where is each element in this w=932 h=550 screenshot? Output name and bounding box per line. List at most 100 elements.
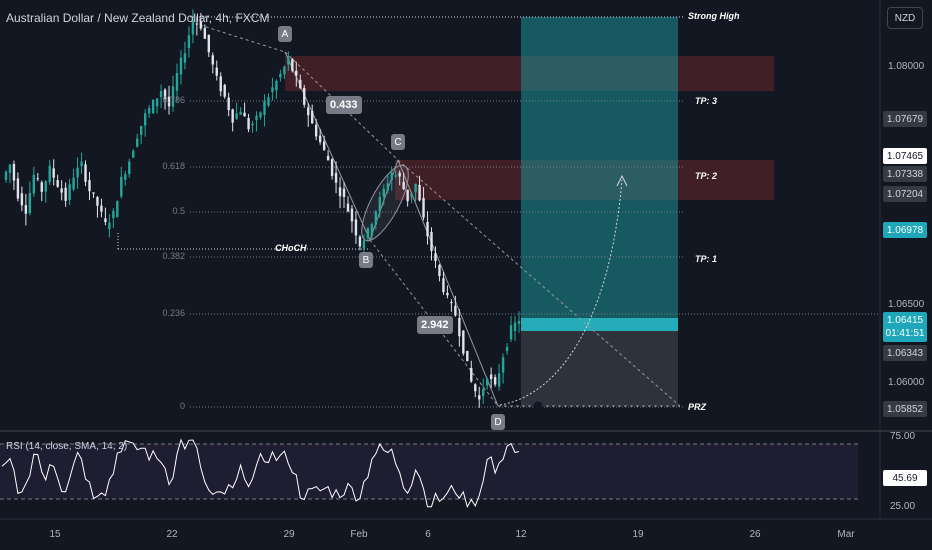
- price-label: 1.08000: [888, 61, 925, 72]
- candle-body: [8, 164, 12, 173]
- candle-body: [167, 96, 171, 107]
- date-label: 29: [283, 529, 295, 540]
- date-label: 12: [515, 529, 527, 540]
- candle-body: [44, 181, 47, 192]
- candle-body: [311, 111, 314, 124]
- candle-body: [175, 73, 179, 91]
- candle-body: [124, 174, 127, 180]
- candle-body: [287, 57, 290, 65]
- date-label: Feb: [350, 529, 368, 540]
- candle-body: [354, 219, 358, 236]
- candle-body: [370, 224, 374, 236]
- price-tag-crosshair: 1.07465: [883, 148, 927, 164]
- candle-body: [493, 377, 497, 385]
- candle-body: [68, 184, 71, 200]
- date-label: 26: [749, 529, 761, 540]
- date-label: 22: [166, 529, 178, 540]
- currency-button[interactable]: NZD: [887, 7, 923, 29]
- projection-arrow-icon: [616, 174, 628, 187]
- candle-body: [366, 228, 370, 238]
- candle-body: [132, 150, 135, 158]
- candle-body: [147, 108, 151, 114]
- rsi-title[interactable]: RSI (14, close, SMA, 14, 2): [6, 441, 128, 452]
- candle-body: [259, 112, 262, 118]
- fib-levels: [190, 100, 880, 408]
- entry-zone: [521, 318, 678, 331]
- candle-body: [4, 171, 8, 180]
- candle-body: [402, 181, 405, 190]
- candle-body: [219, 76, 222, 92]
- candle-body: [462, 330, 465, 354]
- candle-body: [307, 107, 310, 116]
- candle-body: [318, 135, 322, 143]
- choch-label: CHoCH: [275, 243, 307, 253]
- candle-body: [358, 236, 362, 247]
- candle-body: [48, 165, 51, 183]
- candle-body: [143, 113, 147, 126]
- stop-zone: [521, 331, 678, 406]
- point-c-label: C: [391, 134, 405, 150]
- candle-body: [151, 99, 155, 114]
- fib-label: 0: [179, 401, 185, 411]
- candle-body: [231, 109, 234, 123]
- symbol-title[interactable]: Australian Dollar / New Zealand Dollar, …: [6, 11, 270, 25]
- candle-body: [422, 198, 425, 218]
- candle-body: [20, 193, 24, 206]
- ratio-bd: 2.942: [417, 316, 453, 334]
- price-tag-tp3: 1.07679: [883, 111, 927, 127]
- candle-body: [295, 70, 298, 76]
- candle-body: [430, 231, 433, 251]
- candle-body: [482, 389, 485, 396]
- rsi-band: [0, 444, 858, 499]
- current-price-tag: 1.06415 01:41:51: [883, 312, 927, 342]
- candle-body: [211, 55, 214, 65]
- candle-body: [251, 123, 254, 126]
- candle-body: [330, 159, 334, 176]
- candle-body: [378, 197, 382, 212]
- candle-body: [263, 101, 266, 115]
- price-label: 1.06500: [888, 299, 925, 310]
- candle-body: [350, 208, 354, 222]
- current-price: 1.06415: [886, 315, 924, 326]
- date-label: Mar: [837, 529, 855, 540]
- candle-body: [326, 155, 330, 161]
- candle-body: [207, 34, 210, 53]
- candle-body: [474, 384, 477, 392]
- candle-body: [72, 177, 75, 190]
- projection-arc: [499, 179, 623, 406]
- rsi-line: [1, 438, 520, 509]
- prz-marker: [533, 401, 543, 411]
- candle-body: [446, 292, 449, 296]
- candle-body: [88, 180, 91, 192]
- candle-body: [299, 79, 302, 89]
- candle-body: [247, 118, 250, 130]
- candle-body: [56, 180, 59, 187]
- candle-body: [338, 187, 342, 197]
- candle-body: [334, 172, 338, 183]
- candle-body: [466, 350, 469, 362]
- candle-body: [40, 182, 43, 192]
- candle-body: [283, 66, 286, 75]
- candle-body: [199, 21, 203, 29]
- candle-body: [52, 168, 55, 178]
- candle-body: [394, 175, 397, 177]
- candle-body: [303, 87, 306, 105]
- point-d-label: D: [491, 414, 505, 430]
- candle-body: [255, 115, 258, 121]
- candle-body: [314, 124, 318, 137]
- ratio-ac: 0.433: [326, 96, 362, 114]
- candle-body: [434, 253, 437, 262]
- fib-label: 0.618: [162, 161, 185, 171]
- candle-body: [346, 203, 350, 212]
- candle-body: [223, 84, 226, 97]
- candle-body: [442, 278, 445, 293]
- strong-high-label: Strong High: [688, 11, 740, 21]
- candle-body: [470, 368, 473, 382]
- candle-body: [342, 188, 346, 198]
- candle-body: [243, 112, 246, 117]
- date-label: 15: [49, 529, 61, 540]
- candle-body: [36, 178, 39, 180]
- candle-body: [12, 164, 16, 181]
- price-tag-tp2: 1.07338: [883, 166, 927, 182]
